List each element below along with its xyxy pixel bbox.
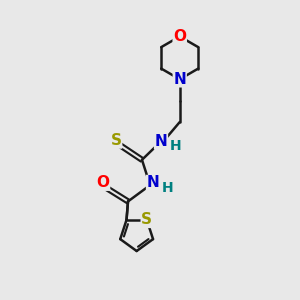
Text: H: H: [170, 139, 182, 153]
Text: S: S: [111, 133, 122, 148]
Text: N: N: [147, 176, 159, 190]
Text: O: O: [97, 175, 110, 190]
Text: S: S: [141, 212, 152, 227]
Text: O: O: [173, 29, 186, 44]
Text: N: N: [173, 72, 186, 87]
Text: N: N: [154, 134, 167, 149]
Text: H: H: [161, 181, 173, 195]
